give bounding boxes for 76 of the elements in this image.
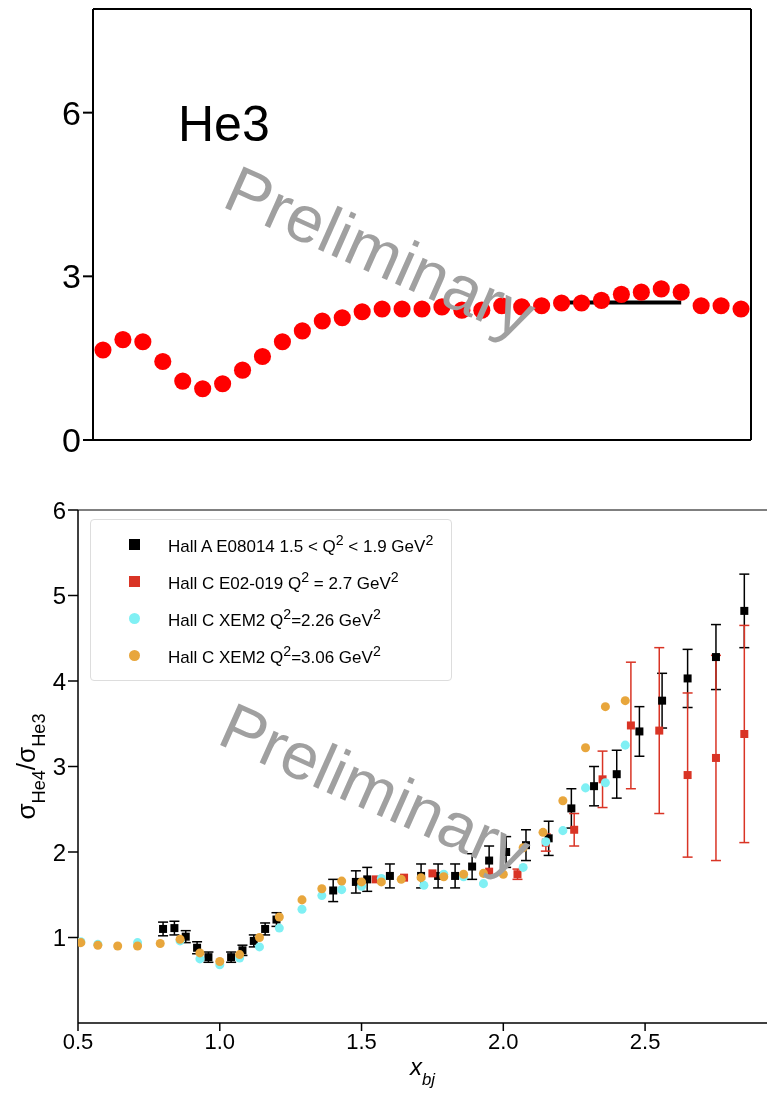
point bbox=[317, 884, 327, 894]
point bbox=[215, 956, 225, 966]
point bbox=[740, 730, 749, 739]
y-tick-label: 2 bbox=[52, 838, 66, 866]
x-tick-label: 0.5 bbox=[62, 1028, 94, 1054]
y-tick-label: 4 bbox=[52, 667, 66, 695]
point bbox=[254, 932, 264, 943]
point bbox=[612, 770, 621, 779]
point bbox=[572, 294, 591, 312]
point bbox=[620, 696, 630, 706]
point bbox=[253, 347, 272, 366]
point bbox=[297, 895, 307, 905]
point bbox=[581, 743, 591, 753]
x-tick-label: 1.5 bbox=[346, 1028, 377, 1054]
point bbox=[254, 942, 264, 952]
point bbox=[154, 352, 172, 370]
point bbox=[712, 297, 730, 315]
point bbox=[194, 380, 212, 398]
y-tick-label: 1 bbox=[52, 924, 66, 952]
point bbox=[233, 361, 252, 379]
point bbox=[592, 291, 611, 309]
point bbox=[655, 726, 664, 735]
point bbox=[538, 827, 548, 837]
y-tick-label: 0 bbox=[62, 421, 81, 460]
point bbox=[113, 941, 123, 951]
point bbox=[612, 285, 630, 303]
point bbox=[553, 294, 571, 312]
point bbox=[600, 702, 610, 712]
point bbox=[214, 375, 232, 393]
point bbox=[635, 727, 644, 736]
point bbox=[134, 333, 152, 351]
legend-label: Hall A E08014 1.5 < Q$^{2}$ < 1.9 GeV$^{2}$ bbox=[168, 532, 434, 557]
y-tick-label: 5 bbox=[52, 582, 66, 610]
point bbox=[337, 885, 347, 895]
y-tick-label: 6 bbox=[52, 496, 66, 524]
legend-label: Hall C E02-019 Q$^{2}$ = 2.7 GeV$^{2}$ bbox=[168, 569, 399, 594]
x-axis-title: x$_{bj}$ bbox=[408, 1053, 437, 1089]
point bbox=[740, 606, 749, 615]
point bbox=[329, 886, 338, 895]
point bbox=[114, 331, 132, 349]
point bbox=[692, 297, 710, 315]
point bbox=[732, 300, 750, 318]
point bbox=[174, 372, 192, 390]
point bbox=[581, 783, 591, 793]
legend-label: Hall C XEM2 Q$^{2}$=3.06 GeV$^{2}$ bbox=[168, 643, 381, 668]
point bbox=[652, 280, 670, 298]
legend-label: Hall C XEM2 Q$^{2}$=2.26 GeV$^{2}$ bbox=[168, 606, 381, 631]
point bbox=[632, 283, 650, 301]
point bbox=[570, 825, 579, 834]
point bbox=[711, 653, 720, 662]
point bbox=[683, 771, 692, 780]
point bbox=[155, 938, 165, 948]
y-tick-label: 3 bbox=[62, 257, 81, 296]
point bbox=[683, 674, 692, 683]
point bbox=[600, 778, 610, 788]
point bbox=[620, 740, 630, 750]
point bbox=[558, 796, 568, 806]
point bbox=[711, 753, 720, 762]
point bbox=[672, 283, 690, 301]
point bbox=[590, 782, 599, 791]
point bbox=[274, 923, 284, 933]
point bbox=[419, 880, 429, 890]
point bbox=[658, 696, 667, 705]
point bbox=[478, 879, 488, 889]
point bbox=[297, 904, 307, 914]
y-tick-label: 6 bbox=[62, 93, 81, 132]
point bbox=[626, 721, 635, 730]
x-tick-label: 2.0 bbox=[488, 1028, 519, 1054]
point bbox=[94, 341, 112, 359]
point bbox=[567, 804, 576, 813]
point bbox=[195, 948, 205, 958]
y-tick-label: 3 bbox=[52, 753, 66, 781]
point bbox=[558, 826, 568, 836]
annotation: He3 bbox=[178, 95, 270, 153]
x-tick-label: 2.5 bbox=[629, 1028, 661, 1054]
x-tick-label: 1.0 bbox=[204, 1028, 236, 1054]
